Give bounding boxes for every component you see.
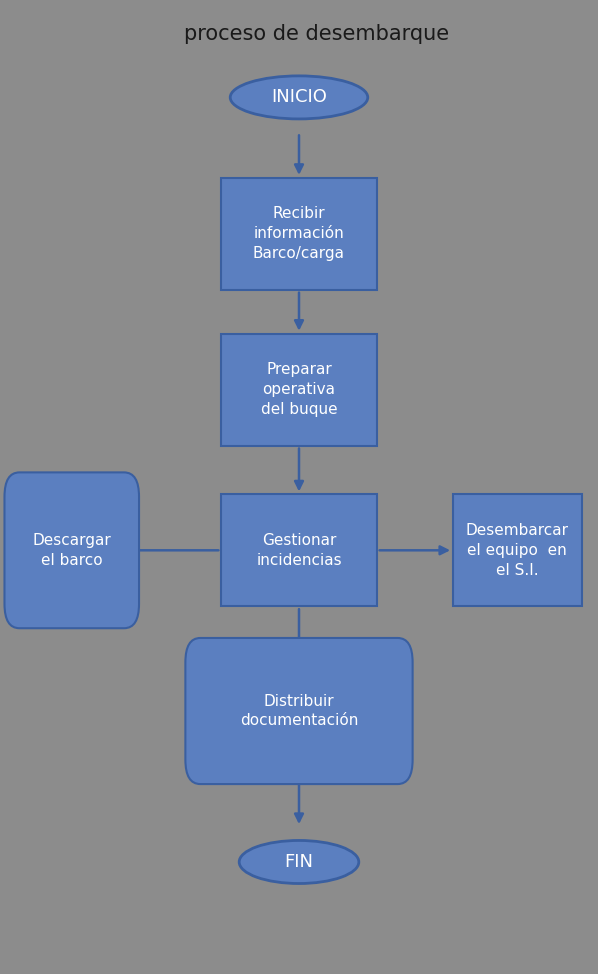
Text: Gestionar
incidencias: Gestionar incidencias — [256, 533, 342, 568]
Text: proceso de desembarque: proceso de desembarque — [184, 24, 450, 44]
Ellipse shape — [239, 841, 359, 883]
Text: Preparar
operativa
del buque: Preparar operativa del buque — [261, 362, 337, 417]
Text: Desembarcar
el equipo  en
el S.I.: Desembarcar el equipo en el S.I. — [466, 523, 569, 578]
FancyBboxPatch shape — [453, 495, 581, 606]
Text: Distribuir
documentación: Distribuir documentación — [240, 693, 358, 729]
FancyBboxPatch shape — [221, 333, 377, 446]
FancyBboxPatch shape — [221, 177, 377, 290]
Text: Descargar
el barco: Descargar el barco — [32, 533, 111, 568]
Text: INICIO: INICIO — [271, 89, 327, 106]
Text: Recibir
información
Barco/carga: Recibir información Barco/carga — [253, 206, 345, 261]
FancyBboxPatch shape — [4, 472, 139, 628]
FancyBboxPatch shape — [221, 495, 377, 606]
Text: FIN: FIN — [285, 853, 313, 871]
FancyBboxPatch shape — [185, 638, 413, 784]
Ellipse shape — [230, 76, 368, 119]
